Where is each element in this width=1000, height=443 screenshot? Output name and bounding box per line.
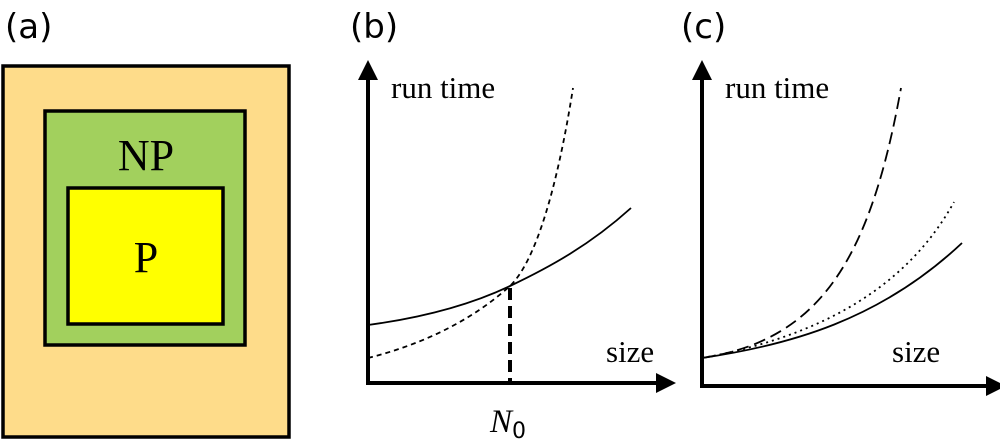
- panel-c: (c) run time size: [681, 7, 1000, 396]
- panel-b-label: (b): [350, 7, 398, 47]
- p-set-region: [66, 186, 225, 326]
- exponential-curve-dashed: [367, 87, 574, 359]
- panel-b: (b) run time size N0: [350, 7, 676, 443]
- polynomial-curve-solid: [367, 207, 632, 326]
- dotted-curve: [701, 201, 955, 359]
- panel-a: (a) NP P: [1, 7, 291, 439]
- panel-c-x-axis-label: size: [892, 334, 940, 369]
- p-label: P: [134, 233, 158, 282]
- dashed-curve: [701, 87, 902, 359]
- panel-a-label: (a): [5, 7, 52, 47]
- np-label: NP: [118, 131, 174, 180]
- crossover-label: N0: [489, 404, 526, 443]
- panel-b-y-axis-label: run time: [391, 70, 495, 105]
- solid-curve: [701, 242, 963, 359]
- panel-c-y-axis-label: run time: [725, 70, 829, 105]
- crossover-label-main: N: [489, 404, 514, 440]
- crossover-label-subscript: 0: [512, 419, 526, 443]
- panel-c-label: (c): [681, 7, 726, 47]
- panel-b-x-axis-label: size: [606, 334, 654, 369]
